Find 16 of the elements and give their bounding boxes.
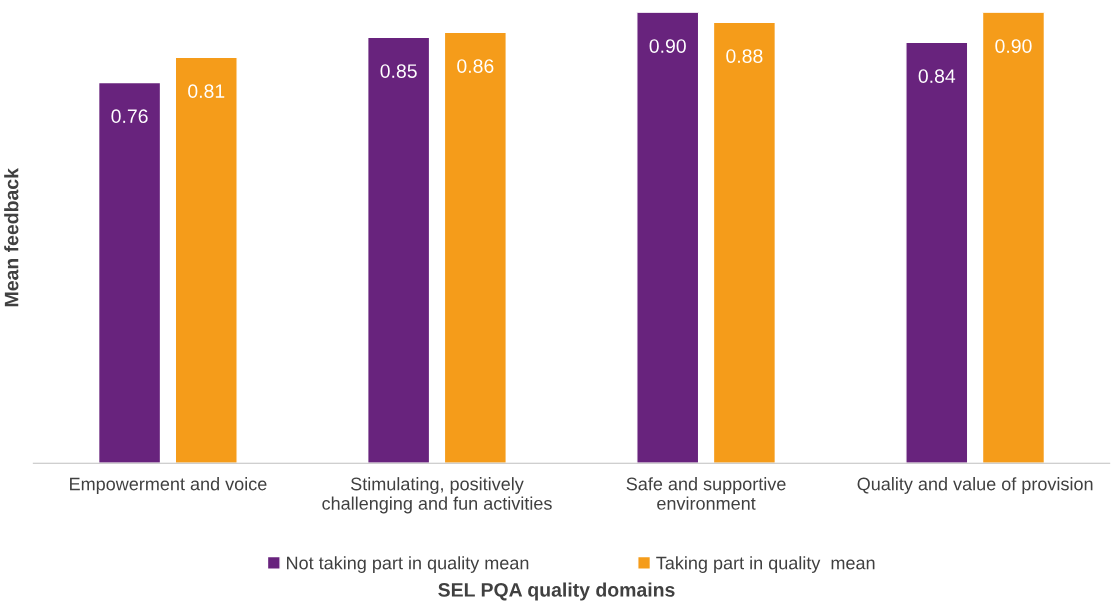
data-label: 0.84: [918, 69, 956, 83]
data-label: 0.90: [995, 39, 1032, 53]
x-tick-label: Quality and value of provision: [857, 477, 1093, 494]
data-label: 0.88: [726, 49, 763, 63]
data-label: 0.85: [380, 64, 417, 78]
x-tick-label: Empowerment and voice: [70, 477, 267, 494]
data-label: 0.90: [649, 39, 686, 53]
data-label: 0.76: [111, 109, 148, 124]
x-tick-label: Safe and supportive environment: [626, 477, 786, 510]
data-label: 0.86: [457, 59, 494, 73]
legend-label: Taking part in quality mean: [656, 556, 875, 573]
y-axis-title: Mean feedback: [4, 168, 19, 307]
text: SEL PQA quality domains: [438, 582, 675, 601]
data-label: 0.81: [188, 84, 225, 99]
x-tick-label: Stimulating, positively challenging and fun activities: [322, 477, 552, 514]
legend-label: Not taking part in quality mean: [287, 556, 529, 573]
